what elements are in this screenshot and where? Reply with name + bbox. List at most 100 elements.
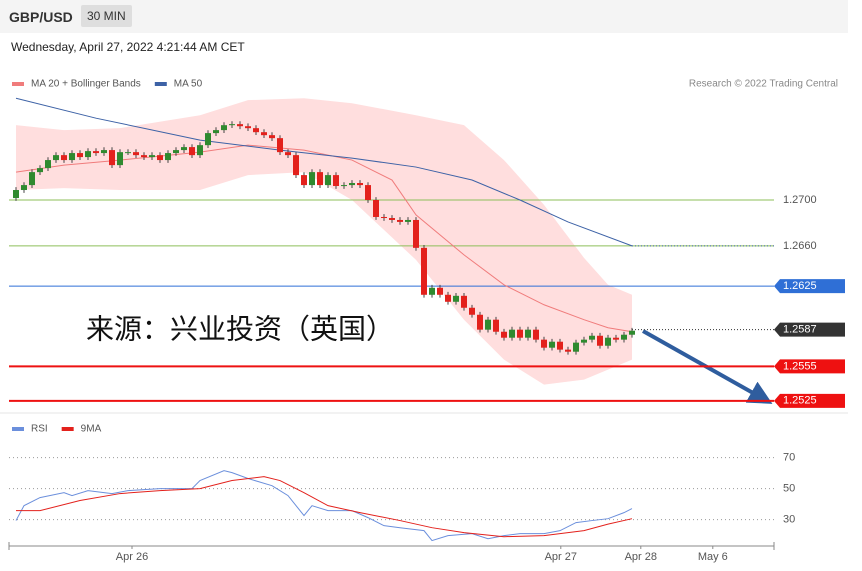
candle-body [597,335,603,346]
candle-body [549,341,555,348]
candle-body [53,155,59,161]
candle-body [381,216,387,219]
candle-body [373,200,379,217]
x-tick-label: Apr 27 [545,551,577,563]
candle-body [541,339,547,348]
candle-body [573,342,579,352]
candle-body [301,175,307,186]
x-tick-label: Apr 26 [116,551,148,563]
level-tag [774,322,845,337]
candle-body [221,125,227,131]
legend-label: 9MA [81,424,102,435]
legend-label: MA 20 + Bollinger Bands [31,79,141,90]
candle-body [469,307,475,315]
y-tick-label: 70 [783,451,795,463]
level-tag [774,393,845,408]
forecast-arrow [642,329,773,404]
candle-body [341,185,347,187]
candle-body [45,160,51,169]
legend-label: MA 50 [174,79,203,90]
candle-body [197,145,203,156]
candle-body [93,151,99,154]
candle-body [277,138,283,153]
candle-body [181,147,187,151]
candle-body [77,153,83,158]
candle-body [157,155,163,161]
candle-body [133,152,139,156]
legend-swatch [12,82,24,86]
candle-body [285,152,291,156]
line-series [15,97,633,247]
level-label: 1.2555 [783,360,817,372]
candle-body [117,152,123,166]
level-label: 1.2660 [783,240,817,252]
level-label: 1.2625 [783,280,817,292]
candle-body [37,168,43,173]
legend-swatch [12,427,24,431]
candle-body [509,329,515,338]
candle-body [189,147,195,156]
candle-body [397,219,403,222]
level-label: 1.2700 [783,194,817,206]
candle-body [21,185,27,191]
level-label: 1.2587 [783,324,817,336]
candle-body [533,329,539,340]
bollinger-band [16,98,632,385]
candle-body [149,155,155,158]
candle-body [325,175,331,186]
candle-body [317,172,323,186]
level-tag [774,279,845,294]
candle-body [493,319,499,332]
level-tag [774,359,845,374]
candle-body [293,155,299,176]
candle-body [101,150,107,154]
candle-body [349,183,355,186]
candle-body [237,124,243,127]
candle-body [29,172,35,186]
annotation: 来源：兴业投资（英国） [86,313,394,344]
candle-body [269,135,275,139]
legend-swatch [61,427,74,431]
line-series [16,476,633,538]
candle-body [357,183,363,186]
candle-body [405,219,411,222]
candle-body [85,151,91,158]
candle-body [69,153,75,161]
candle-body [125,152,131,154]
source: Research © 2022 Trading Central [689,79,838,90]
candle-body [413,219,419,248]
candle-body [61,155,67,161]
candle-body [485,319,491,330]
legend-label: RSI [31,424,48,435]
candle-body [613,337,619,340]
candle-body [205,133,211,146]
candle-body [229,124,235,126]
level-label: 1.2525 [783,395,817,407]
y-tick-label: 50 [783,483,795,495]
candle-body [245,126,251,129]
candle-body [253,128,259,133]
candle-body [517,329,523,338]
y-tick-label: 30 [783,514,795,526]
x-tick-label: May 6 [698,551,728,563]
candle-body [141,155,147,158]
candle-body [621,334,627,340]
candle-body [429,287,435,295]
candle-body [461,295,467,308]
candle-body [389,218,395,220]
candle-body [437,287,443,295]
candle-body [581,339,587,343]
legend-swatch [154,82,167,86]
candle-body [333,175,339,186]
candle-body [365,185,371,200]
interval-button[interactable]: 30 MIN [81,5,132,27]
symbol: GBP/USD [9,9,73,25]
line-series [15,144,633,333]
candle-body [525,329,531,338]
candle-body [13,190,19,199]
candle-body [477,314,483,330]
candle-body [261,132,267,136]
candle-body [173,150,179,154]
